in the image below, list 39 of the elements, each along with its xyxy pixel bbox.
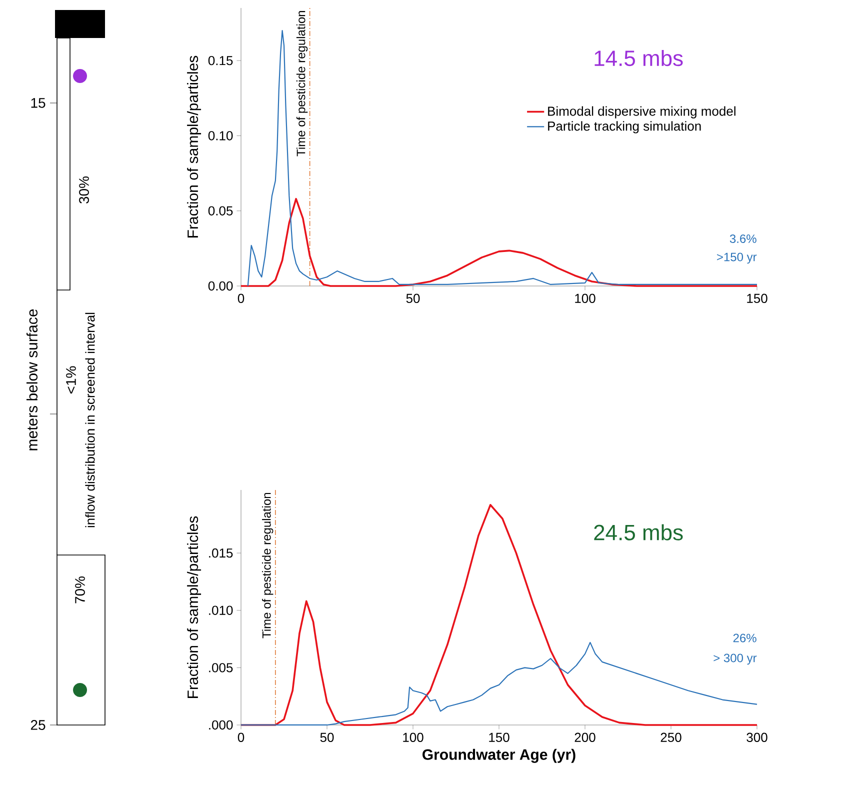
y-axis-title: Fraction of sample/particles: [187, 56, 202, 238]
y-tick-label: 0.05: [208, 206, 233, 216]
x-tick-label: 50: [320, 732, 334, 742]
text: <1%: [66, 366, 76, 394]
text: 30%: [79, 176, 89, 204]
y-tick-label: 0.00: [208, 281, 233, 291]
ref-line-label: Time of pesticide regulation: [262, 492, 274, 638]
legend-label: Particle tracking simulation: [548, 121, 701, 134]
x-tick-label: 300: [746, 732, 768, 742]
annotation: > 300 yr: [714, 654, 757, 665]
text: 25: [30, 720, 46, 730]
x-tick-label: 250: [660, 732, 682, 742]
annotation: 26%: [733, 634, 756, 642]
text: 24.5 mbs: [594, 524, 683, 540]
x-tick-label: 50: [406, 294, 420, 303]
annotation: >150 yr: [717, 252, 757, 264]
y-tick-label: .015: [209, 548, 233, 558]
annotation: 3.6%: [730, 234, 756, 243]
text: 15: [31, 98, 46, 108]
text: inflow distribution in screened interval: [85, 312, 95, 528]
text: meters below surface: [26, 309, 38, 450]
x-tick-label: 100: [575, 294, 596, 303]
y-tick-label: .010: [209, 606, 233, 615]
x-tick-label: 150: [489, 732, 510, 742]
y-tick-label: .005: [209, 663, 233, 672]
y-tick-label: .000: [209, 720, 233, 730]
text: 70%: [75, 576, 85, 604]
legend-label: Bimodal dispersive mixing model: [548, 106, 736, 118]
ref-line-label: Time of pesticide regulation: [296, 10, 308, 156]
x-tick-label: 200: [574, 732, 596, 742]
y-axis-title: Fraction of sample/particles: [187, 516, 202, 698]
x-tick-label: 150: [747, 294, 768, 303]
x-tick-label: 100: [403, 732, 424, 742]
y-tick-label: 0.10: [208, 131, 233, 140]
x-tick-label: 0: [238, 732, 244, 742]
text: 14.5 mbs: [594, 50, 683, 66]
x-tick-label: 0: [238, 294, 244, 303]
x-axis-title: Groundwater Age (yr): [422, 748, 576, 763]
y-tick-label: 0.15: [208, 56, 233, 66]
